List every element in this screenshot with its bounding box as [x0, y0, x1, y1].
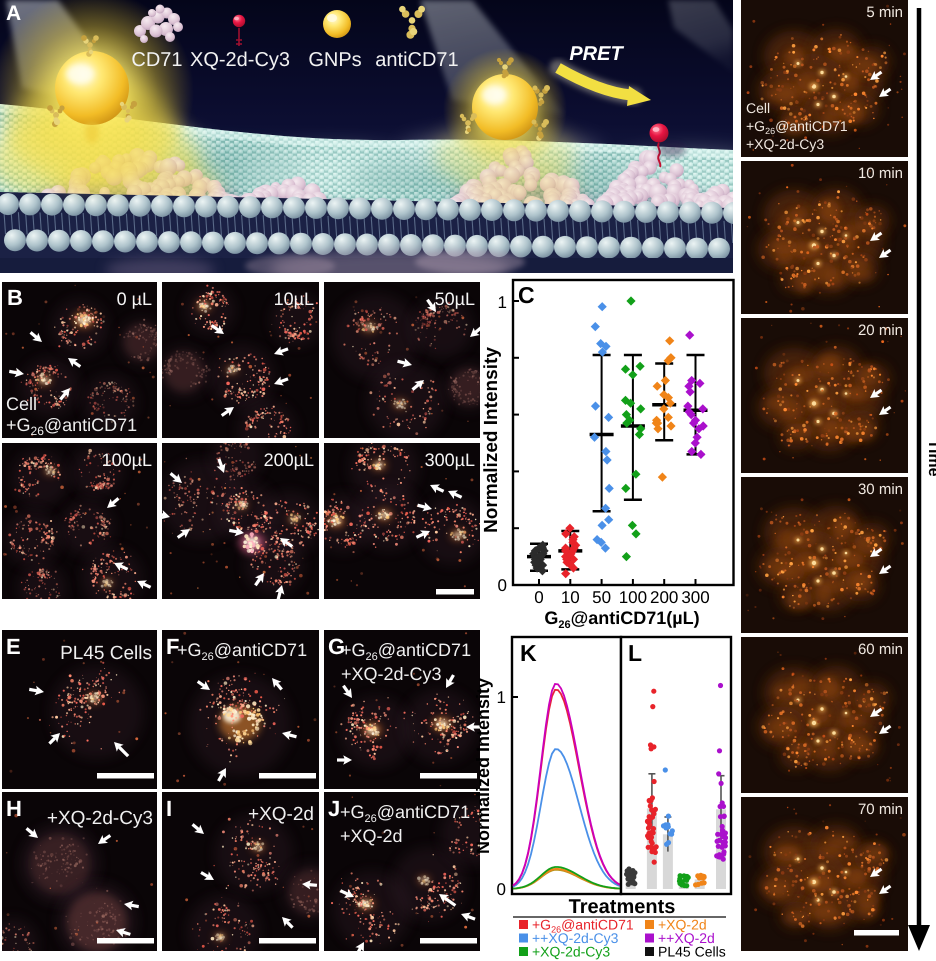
svg-text:50: 50 — [592, 588, 611, 607]
svg-text:Cell: Cell — [746, 100, 770, 116]
svg-text:+XQ-2d-Cy3: +XQ-2d-Cy3 — [746, 136, 824, 152]
svg-text:0: 0 — [534, 588, 543, 607]
svg-text:K: K — [520, 640, 537, 666]
svg-text:Normalized Intensity: Normalized Intensity — [481, 347, 502, 533]
svg-text:60 min: 60 min — [858, 641, 903, 658]
svg-text:0: 0 — [498, 576, 507, 595]
svg-text:70 min: 70 min — [858, 801, 903, 818]
svg-text:B: B — [7, 285, 23, 310]
svg-text:300µL: 300µL — [425, 450, 475, 470]
svg-text:F: F — [166, 634, 179, 659]
svg-text:E: E — [6, 634, 21, 659]
svg-text:Cell: Cell — [6, 394, 37, 414]
svg-text:0 µL: 0 µL — [117, 289, 152, 309]
svg-text:CD71: CD71 — [131, 49, 182, 71]
svg-text:PL45 Cells: PL45 Cells — [658, 944, 726, 960]
svg-text:200µL: 200µL — [264, 450, 314, 470]
svg-text:G26@antiCD71(µL): G26@antiCD71(µL) — [544, 608, 699, 631]
svg-text:I: I — [166, 796, 172, 821]
svg-text:C: C — [518, 282, 535, 308]
svg-text:+XQ-2d-Cy3: +XQ-2d-Cy3 — [341, 664, 442, 684]
svg-text:0: 0 — [497, 880, 506, 899]
svg-text:+XQ-2d: +XQ-2d — [658, 917, 707, 933]
svg-text:Treatments: Treatments — [569, 896, 676, 918]
svg-text:A: A — [6, 2, 21, 25]
svg-text:1: 1 — [497, 688, 506, 707]
svg-text:PRET: PRET — [569, 43, 624, 65]
svg-text:100µL: 100µL — [102, 450, 152, 470]
svg-text:+XQ-2d: +XQ-2d — [340, 826, 403, 846]
svg-text:Normalized Intensity: Normalized Intensity — [473, 678, 493, 854]
svg-text:GNPs: GNPs — [308, 49, 361, 71]
svg-text:Time: Time — [925, 439, 936, 476]
svg-text:30 min: 30 min — [858, 481, 903, 498]
svg-text:100: 100 — [619, 588, 647, 607]
svg-text:10: 10 — [561, 588, 580, 607]
svg-text:300: 300 — [681, 588, 709, 607]
svg-text:L: L — [628, 640, 642, 666]
svg-text:10µL: 10µL — [274, 289, 314, 309]
svg-text:50µL: 50µL — [435, 289, 475, 309]
svg-text:10 min: 10 min — [858, 165, 903, 182]
svg-text:+XQ-2d-Cy3: +XQ-2d-Cy3 — [47, 808, 153, 829]
svg-text:+XQ-2d-Cy3: +XQ-2d-Cy3 — [532, 944, 610, 960]
svg-text:J: J — [328, 796, 340, 821]
svg-text:G: G — [328, 634, 345, 659]
svg-text:XQ-2d-Cy3: XQ-2d-Cy3 — [190, 49, 290, 71]
svg-text:5 min: 5 min — [866, 4, 903, 21]
svg-text:+G26@antiCD71: +G26@antiCD71 — [340, 802, 470, 825]
svg-text:200: 200 — [650, 588, 678, 607]
svg-text:+XQ-2d: +XQ-2d — [248, 804, 314, 825]
svg-text:H: H — [6, 796, 22, 821]
svg-text:20 min: 20 min — [858, 322, 903, 339]
svg-text:++XQ-2d: ++XQ-2d — [658, 930, 715, 946]
svg-text:antiCD71: antiCD71 — [375, 49, 458, 71]
svg-text:PL45 Cells: PL45 Cells — [60, 643, 152, 664]
svg-text:++XQ-2d-Cy3: ++XQ-2d-Cy3 — [532, 930, 619, 946]
svg-text:1: 1 — [498, 293, 507, 312]
